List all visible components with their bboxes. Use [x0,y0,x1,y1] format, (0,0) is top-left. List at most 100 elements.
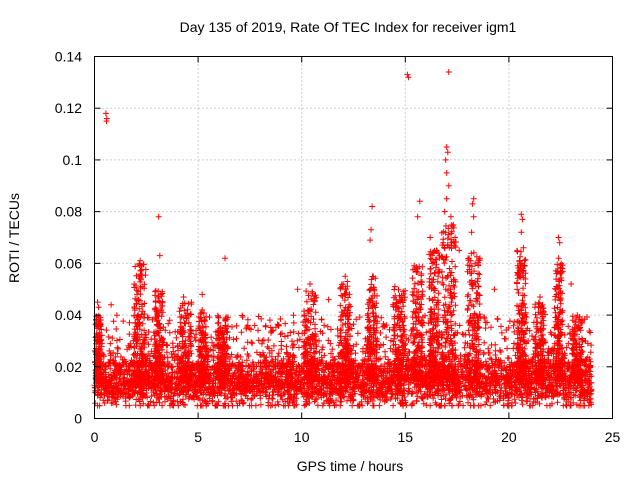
data-point [288,375,295,382]
data-point [274,370,281,377]
data-point [383,396,390,403]
data-point [506,394,512,400]
data-point [165,320,172,327]
data-point [534,394,541,401]
data-point [413,389,420,396]
data-point [462,386,469,392]
data-point [275,350,282,357]
data-point [550,392,557,399]
data-point [563,402,570,408]
data-point [314,389,320,396]
data-point [150,399,157,406]
data-point [288,394,295,401]
data-point [501,335,508,342]
data-point [490,395,497,402]
data-point [257,401,264,408]
data-point [325,373,332,380]
data-series-roti [91,69,595,409]
data-point [197,402,204,409]
data-point [338,398,345,405]
data-point [400,387,407,394]
data-point [577,397,584,404]
data-point [120,318,127,325]
data-point [154,394,161,401]
data-point [107,340,114,347]
data-point [573,387,580,394]
data-point [336,387,343,394]
data-point [369,398,376,404]
data-point [414,393,421,400]
data-point [142,272,149,279]
data-point [424,386,431,393]
data-point [426,392,433,399]
data-point [430,395,437,402]
data-point [330,385,337,392]
data-point [296,344,302,351]
data-point [413,398,420,405]
data-point [557,390,564,397]
data-point [349,402,356,409]
data-point [147,398,154,405]
data-point [233,322,240,329]
data-point [470,396,477,403]
data-point [218,381,224,387]
data-point [109,399,116,406]
data-point [100,397,107,404]
data-point [473,390,480,397]
data-point [185,300,192,307]
data-point [165,386,172,393]
data-point [349,391,356,398]
data-point [126,402,133,409]
data-point [315,378,322,385]
data-point [216,385,223,392]
data-point [548,370,554,377]
data-point [113,326,120,332]
data-point [323,392,330,399]
data-point [94,402,101,409]
data-point [532,389,539,396]
data-point [236,400,243,407]
data-point [518,397,525,404]
data-point [485,345,492,352]
data-point [449,393,456,400]
data-point [290,319,297,326]
data-point [552,391,558,398]
data-point [251,322,258,329]
chart-title: Day 135 of 2019, Rate Of TEC Index for r… [180,19,517,35]
data-point [244,316,251,323]
data-point [112,367,118,374]
data-point [481,339,488,346]
data-point [277,316,284,322]
data-point [486,349,493,356]
data-point [278,342,285,349]
data-point [539,390,546,397]
data-point [274,398,281,405]
data-point [407,379,414,386]
data-point [253,371,260,378]
data-point [175,402,182,409]
data-point [549,400,555,407]
data-point [324,323,331,330]
data-point [567,396,574,402]
data-point [107,365,114,372]
data-point [286,400,293,406]
data-point [279,369,286,376]
data-point [380,367,387,374]
data-point [487,402,494,409]
data-point [519,401,526,408]
data-point [484,394,491,401]
data-point [108,377,115,384]
data-point [482,383,488,390]
data-point [200,391,207,398]
data-point [432,389,439,396]
data-point [229,323,235,330]
data-point [246,371,253,378]
data-point [587,349,594,356]
data-point [105,391,112,398]
data-point [320,400,327,407]
data-point [255,327,261,334]
data-point [508,390,515,397]
data-point [497,387,504,394]
data-point [180,401,187,408]
data-point [171,369,178,376]
